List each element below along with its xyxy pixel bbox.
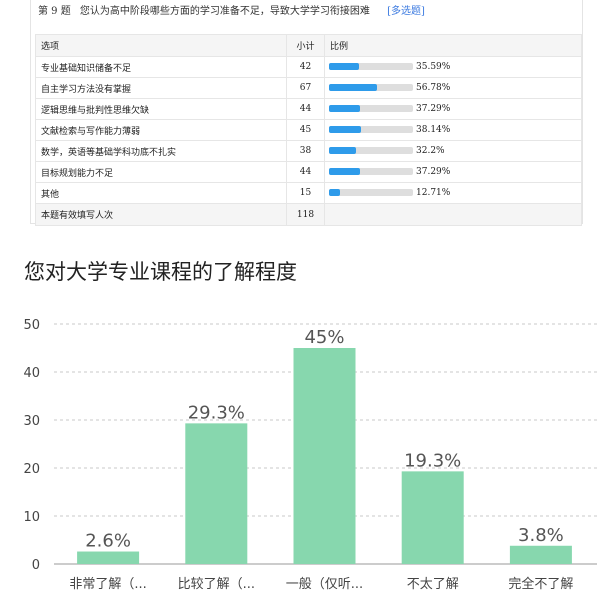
option-ratio: 37.29%: [324, 98, 582, 120]
footer-empty: [324, 203, 582, 226]
table-footer-row: 本题有效填写人次 118: [35, 203, 582, 226]
table-row: 自主学习方法没有掌握 67 56.78%: [35, 77, 582, 99]
data-label: 19.3%: [404, 450, 461, 471]
x-tick-label: 完全不了解: [508, 576, 573, 592]
footer-count: 118: [286, 203, 325, 226]
data-label: 2.6%: [85, 531, 131, 552]
option-label: 其他: [35, 182, 287, 204]
ratio-percent: 35.59%: [416, 62, 451, 72]
header-ratio-label: 比例: [330, 42, 349, 52]
bar-chart: 0 10 20 30 40 50 2.6% 非常了解（... 29.3% 比较了解（... 45% 一…: [23, 318, 597, 592]
table-row: 逻辑思维与批判性思维欠缺 44 37.29%: [35, 98, 582, 120]
option-ratio: 37.29%: [324, 161, 582, 183]
option-label: 专业基础知识储备不足: [35, 56, 287, 78]
table-row: 目标规划能力不足 44 37.29%: [35, 161, 582, 183]
option-count: 67: [286, 77, 325, 99]
ratio-bar-fill: [329, 147, 357, 154]
ratio-percent: 32.2%: [416, 146, 445, 156]
option-ratio: 35.59%: [324, 56, 582, 78]
bar: [293, 348, 356, 564]
ratio-bar-fill: [329, 168, 361, 175]
option-ratio: 56.78%: [324, 77, 582, 99]
ratio-bar-track: [329, 147, 413, 154]
option-count: 44: [286, 98, 325, 120]
ratio-percent: 37.29%: [416, 167, 451, 177]
ratio-bar-fill: [329, 189, 340, 196]
option-count: 42: [286, 56, 325, 78]
ratio-percent: 12.71%: [416, 188, 451, 198]
ratio-bar-track: [329, 126, 413, 133]
footer-label: 本题有效填写人次: [35, 203, 287, 226]
option-ratio: 12.71%: [324, 182, 582, 204]
bar: [509, 545, 572, 564]
ratio-percent: 37.29%: [416, 104, 451, 114]
x-tick-label: 比较了解（...: [178, 577, 255, 592]
data-label: 29.3%: [188, 402, 245, 423]
y-tick-label: 50: [23, 318, 40, 333]
question-header: 第 9 题 您认为高中阶段哪些方面的学习准备不足，导致大学学习衔接困难 [多选题…: [38, 3, 425, 21]
ratio-percent: 38.14%: [416, 125, 451, 135]
table-header-row: 选项 小计 比例: [35, 34, 582, 57]
bar: [77, 551, 140, 564]
bar: [401, 471, 464, 564]
option-count: 45: [286, 119, 325, 141]
data-label: 3.8%: [518, 525, 564, 546]
y-tick-label: 40: [23, 366, 40, 381]
ratio-bar-fill: [329, 84, 377, 91]
table-row: 其他 15 12.71%: [35, 182, 582, 204]
table-row: 文献检索与写作能力薄弱 45 38.14%: [35, 119, 582, 141]
option-label: 数学，英语等基础学科功底不扎实: [35, 140, 287, 162]
option-count: 44: [286, 161, 325, 183]
option-label: 目标规划能力不足: [35, 161, 287, 183]
option-label: 自主学习方法没有掌握: [35, 77, 287, 99]
option-ratio: 32.2%: [324, 140, 582, 162]
ratio-percent: 56.78%: [416, 83, 451, 93]
x-tick-label: 不太了解: [407, 577, 459, 592]
bar: [185, 423, 248, 564]
ratio-bar-track: [329, 84, 413, 91]
x-tick-label: 非常了解（...: [69, 577, 146, 592]
y-tick-label: 0: [32, 558, 40, 573]
question-number: 第 9 题: [38, 6, 71, 17]
option-ratio: 38.14%: [324, 119, 582, 141]
ratio-bar-track: [329, 105, 413, 112]
y-tick-label: 10: [23, 510, 40, 525]
option-label: 逻辑思维与批判性思维欠缺: [35, 98, 287, 120]
x-tick-label: 一般（仅听...: [286, 576, 363, 592]
table-row: 专业基础知识储备不足 42 35.59%: [35, 56, 582, 78]
ratio-bar-track: [329, 63, 413, 70]
y-tick-label: 30: [23, 414, 40, 429]
chart-title: 您对大学专业课程的了解程度: [24, 260, 297, 284]
ratio-bar-fill: [329, 63, 359, 70]
data-label: 45%: [304, 327, 344, 348]
ratio-bar-fill: [329, 126, 362, 133]
option-count: 38: [286, 140, 325, 162]
ratio-bar-fill: [329, 105, 361, 112]
header-ratio: 比例: [324, 34, 582, 57]
survey-result-panel: 第 9 题 您认为高中阶段哪些方面的学习准备不足，导致大学学习衔接困难 [多选题…: [30, 0, 583, 226]
option-count: 15: [286, 182, 325, 204]
ratio-bar-track: [329, 168, 413, 175]
ratio-bar-track: [329, 189, 413, 196]
header-option: 选项: [35, 34, 287, 57]
header-count: 小计: [286, 34, 325, 57]
results-table: 选项 小计 比例 专业基础知识储备不足 42 35.59% 自主学习方法没有掌握 67 5…: [35, 34, 582, 226]
y-tick-label: 20: [23, 462, 40, 477]
table-row: 数学，英语等基础学科功底不扎实 38 32.2%: [35, 140, 582, 162]
question-type-tag[interactable]: [多选题]: [387, 6, 425, 17]
option-label: 文献检索与写作能力薄弱: [35, 119, 287, 141]
question-text: 您认为高中阶段哪些方面的学习准备不足，导致大学学习衔接困难: [79, 6, 370, 17]
